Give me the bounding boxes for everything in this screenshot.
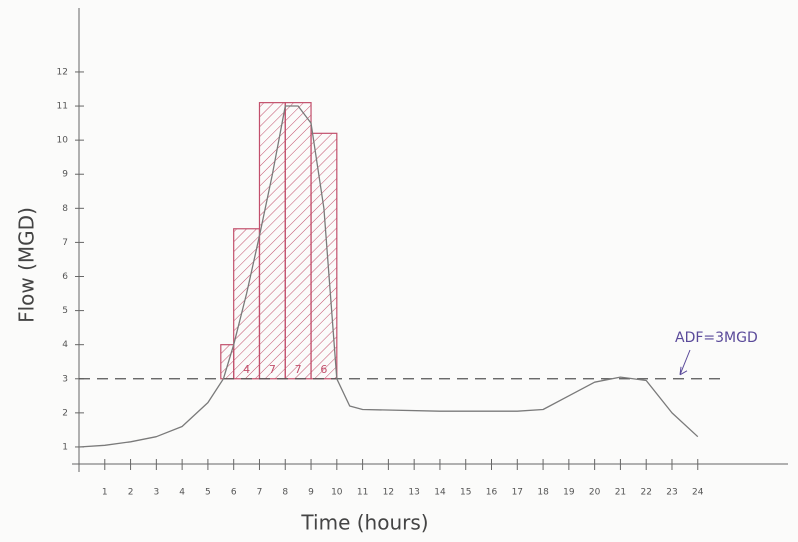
y-tick-label: 6 [62, 272, 68, 282]
bar-label: 7 [295, 363, 302, 376]
x-tick-label: 24 [692, 488, 704, 498]
x-tick-label: 3 [153, 488, 159, 498]
y-tick-label: 2 [62, 408, 68, 418]
bar [311, 133, 337, 378]
x-tick-label: 12 [383, 488, 394, 498]
x-tick-label: 7 [257, 488, 263, 498]
x-tick-label: 14 [434, 488, 446, 498]
x-tick-label: 8 [282, 488, 288, 498]
y-tick-label: 7 [62, 238, 68, 248]
y-tick-label: 10 [57, 136, 69, 146]
x-tick-label: 21 [615, 488, 626, 498]
reference-arrow [680, 350, 690, 375]
reference-label: ADF=3MGD [675, 330, 758, 346]
x-tick-label: 1 [102, 488, 108, 498]
x-tick-label: 6 [231, 488, 237, 498]
x-tick-label: 15 [460, 488, 471, 498]
x-tick-label: 10 [331, 488, 343, 498]
x-tick-label: 22 [640, 488, 651, 498]
y-tick-label: 5 [62, 306, 68, 316]
flow-curve [79, 106, 698, 447]
chart: Flow (MGD) Time (hours) 1234567891011121… [0, 0, 798, 542]
bar-label: 4 [243, 363, 250, 376]
y-tick-label: 1 [62, 442, 68, 452]
x-axis-label: Time (hours) [300, 511, 428, 535]
x-tick-label: 16 [486, 488, 498, 498]
y-tick-label: 8 [62, 204, 68, 214]
y-tick-label: 9 [62, 170, 68, 180]
y-tick-label: 11 [57, 102, 68, 112]
y-tick-label: 3 [62, 374, 68, 384]
x-tick-label: 13 [408, 488, 419, 498]
x-tick-label: 23 [666, 488, 677, 498]
x-tick-label: 19 [563, 488, 575, 498]
x-tick-label: 20 [589, 488, 601, 498]
bar [285, 103, 311, 379]
x-tick-label: 9 [308, 488, 314, 498]
y-axis-label: Flow (MGD) [15, 207, 39, 323]
x-tick-label: 11 [357, 488, 368, 498]
x-tick-label: 18 [537, 488, 549, 498]
bar-label: 6 [320, 363, 327, 376]
bar [259, 103, 285, 379]
x-tick-label: 4 [179, 488, 185, 498]
x-tick-label: 2 [128, 488, 134, 498]
x-tick-label: 5 [205, 488, 211, 498]
y-tick-label: 4 [62, 340, 68, 350]
y-tick-label: 12 [57, 67, 68, 77]
x-tick-label: 17 [512, 488, 523, 498]
bar-label: 7 [269, 363, 276, 376]
